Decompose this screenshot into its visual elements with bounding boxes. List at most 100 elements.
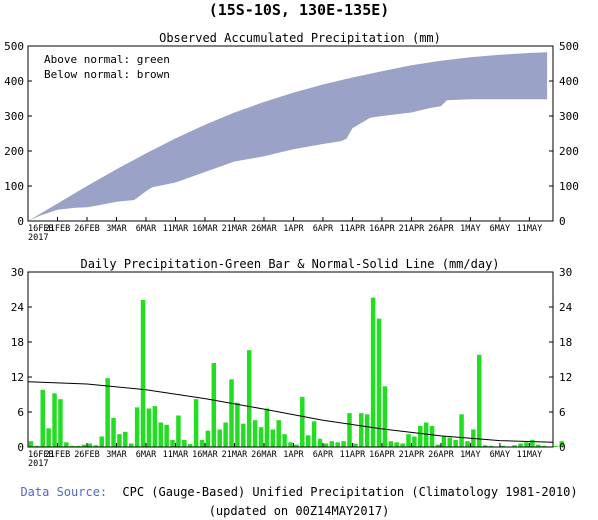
x-tick-label: 6MAR (136, 450, 157, 460)
data-source-line: Data Source: CPC (Gauge-Based) Unified P… (20, 485, 577, 499)
daily-bar (347, 413, 352, 447)
x-tick-label: 16FEB (28, 224, 54, 234)
x-tick-label: 26MAR (251, 224, 277, 234)
daily-bar (152, 406, 158, 447)
daily-bar (376, 318, 382, 447)
daily-bar (258, 427, 264, 447)
y-tick-label-right: 300 (559, 110, 579, 123)
daily-bar (105, 378, 110, 447)
y-tick-label-left: 30 (11, 266, 24, 279)
x-tick-label: 11MAR (163, 450, 189, 460)
y-tick-label-left: 200 (4, 145, 24, 158)
data-source-label: Data Source: (20, 485, 107, 499)
below-normal-area (28, 52, 548, 221)
daily-bar (276, 420, 281, 447)
daily-bar (329, 441, 335, 447)
x-tick-label: 1APR (283, 450, 304, 460)
daily-bar (223, 422, 228, 447)
daily-bar (164, 424, 169, 447)
data-source-text: CPC (Gauge-Based) Unified Precipitation … (122, 485, 577, 499)
daily-bar (370, 297, 376, 447)
daily-bar (559, 441, 565, 447)
daily-bar (541, 445, 547, 447)
x-tick-label: 26APR (428, 224, 454, 234)
x-year-label: 2017 (28, 459, 48, 469)
x-tick-label: 16MAR (192, 450, 218, 460)
x-tick-label: 16FEB (28, 450, 54, 460)
accumulated-title: Observed Accumulated Precipitation (mm) (159, 31, 441, 45)
legend-note-below: Below normal: brown (44, 68, 170, 81)
daily-bar (34, 445, 40, 447)
daily-bar (182, 440, 187, 447)
x-tick-label: 1APR (283, 224, 304, 234)
y-tick-label-left: 0 (17, 215, 24, 228)
daily-bar (270, 429, 276, 447)
y-tick-label-right: 12 (559, 371, 572, 384)
daily-bar (524, 442, 529, 447)
x-tick-label: 21FEB (45, 224, 71, 234)
updated-note: (updated on 00Z14MAY2017) (209, 504, 390, 518)
daily-bar (58, 399, 63, 447)
daily-bar (394, 442, 399, 447)
daily-bar (512, 445, 517, 447)
legend-note-above: Above normal: green (44, 53, 170, 66)
y-tick-label-left: 400 (4, 75, 24, 88)
daily-bar (353, 443, 358, 447)
y-tick-label-right: 100 (559, 180, 579, 193)
daily-plot (27, 297, 565, 447)
x-tick-label: 6APR (313, 450, 334, 460)
daily-bar (335, 442, 340, 447)
daily-bar (235, 402, 240, 447)
daily-bar (482, 445, 488, 447)
x-tick-label: 11MAY (517, 450, 543, 460)
y-tick-label-left: 6 (17, 406, 24, 419)
daily-bar (40, 389, 45, 447)
daily-bar (282, 434, 287, 447)
region-title: (15S-10S, 130E-135E) (208, 1, 390, 19)
y-tick-label-right: 24 (559, 301, 573, 314)
daily-bar (459, 414, 464, 447)
y-tick-label-right: 18 (559, 336, 572, 349)
daily-bar (447, 437, 453, 447)
y-tick-label-right: 0 (559, 441, 566, 454)
daily-bar (294, 444, 299, 447)
x-tick-label: 6MAR (136, 224, 157, 234)
daily-bar (193, 399, 199, 447)
daily-bar (140, 300, 146, 447)
daily-bar (400, 443, 405, 447)
y-tick-label-right: 200 (559, 145, 579, 158)
accumulated-panel: Observed Accumulated Precipitation (mm) … (4, 31, 579, 243)
x-tick-label: 3MAR (106, 224, 127, 234)
x-tick-label: 11APR (340, 450, 366, 460)
daily-bar (359, 413, 364, 447)
daily-bar (176, 415, 181, 447)
daily-bar (252, 420, 258, 447)
daily-bar (435, 444, 441, 447)
daily-bar (406, 434, 411, 447)
daily-bar (199, 440, 205, 447)
accumulated-frame (27, 45, 554, 222)
x-tick-label: 26APR (428, 450, 454, 460)
daily-bar (300, 396, 305, 447)
x-tick-label: 11APR (340, 224, 366, 234)
daily-bar (412, 436, 417, 447)
normal-line (27, 381, 554, 443)
daily-bar (264, 408, 270, 447)
daily-bar (317, 438, 323, 447)
daily-bar (46, 428, 51, 447)
daily-bar (441, 436, 447, 447)
y-tick-label-right: 30 (559, 266, 572, 279)
y-tick-label-left: 300 (4, 110, 24, 123)
accumulated-plot (28, 52, 548, 221)
x-tick-label: 16APR (369, 224, 395, 234)
daily-bar (488, 445, 494, 447)
x-tick-label: 21FEB (45, 450, 71, 460)
daily-bar (423, 422, 429, 447)
x-tick-label: 26FEB (74, 450, 100, 460)
x-year-label: 2017 (28, 233, 48, 243)
x-tick-label: 6MAY (490, 224, 510, 234)
x-tick-label: 6APR (313, 224, 334, 234)
daily-bar (187, 444, 193, 447)
daily-bar (99, 436, 104, 447)
